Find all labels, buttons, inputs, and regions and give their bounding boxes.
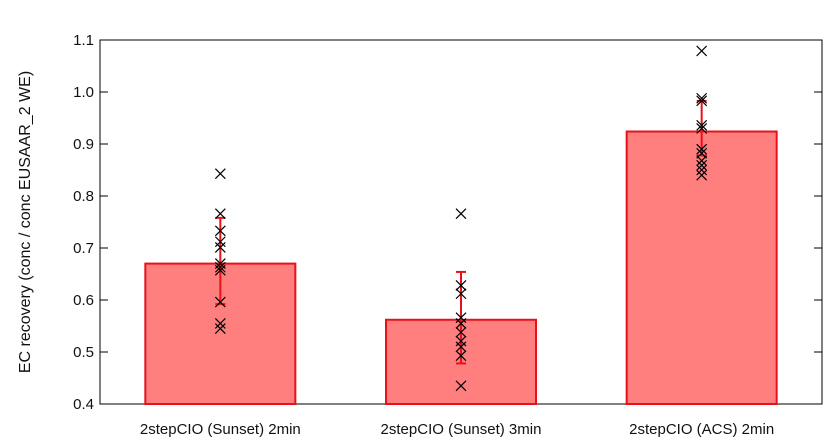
data-point (214, 242, 226, 253)
data-point (214, 168, 226, 180)
data-point (214, 208, 226, 220)
y-tick-label: 0.4 (73, 396, 94, 413)
data-point (455, 280, 467, 291)
data-point (455, 380, 467, 392)
data-point (696, 119, 708, 131)
data-point (455, 335, 467, 347)
data-point (696, 155, 708, 167)
data-point (214, 296, 226, 308)
plot-area: 0.4 0.5 0.6 0.7 0.8 0.9 1.0 1.1 2stepCIO (Sunset… (73, 32, 823, 438)
y-tick-label: 0.7 (73, 240, 94, 257)
y-tick-label: 0.5 (73, 344, 94, 361)
data-point (455, 326, 467, 338)
y-axis-title-group: EC recovery (conc / conc EUSAAR_2 WE) (17, 71, 34, 373)
data-point (696, 143, 708, 155)
data-point (696, 45, 708, 57)
data-point (455, 350, 467, 362)
y-tick-label: 0.6 (73, 292, 94, 309)
data-point (696, 169, 708, 181)
data-point (696, 122, 708, 134)
data-point (214, 317, 226, 329)
y-tick-label: 1.1 (73, 32, 94, 49)
bar (625, 130, 778, 406)
data-point (455, 208, 467, 220)
data-point (214, 236, 226, 248)
x-tick-label: 2stepCIO (ACS) 2min (629, 421, 774, 438)
y-tick-label: 0.9 (73, 136, 94, 153)
y-tick-label: 1.0 (73, 84, 94, 101)
x-tick-label: 2stepCIO (Sunset) 3min (381, 421, 542, 438)
data-point (696, 164, 708, 176)
data-point (214, 264, 226, 276)
data-point (214, 323, 226, 335)
data-point (696, 92, 708, 104)
data-point (214, 225, 226, 237)
data-point (696, 159, 708, 171)
y-tick-label: 0.8 (73, 188, 94, 205)
data-point (455, 341, 467, 353)
data-point (455, 288, 467, 300)
data-point (696, 95, 708, 107)
data-point (455, 312, 467, 324)
y-axis-title: EC recovery (conc / conc EUSAAR_2 WE) (17, 71, 34, 373)
x-tick-label: 2stepCIO (Sunset) 2min (140, 421, 301, 438)
data-point (455, 317, 467, 329)
data-point (214, 261, 226, 273)
